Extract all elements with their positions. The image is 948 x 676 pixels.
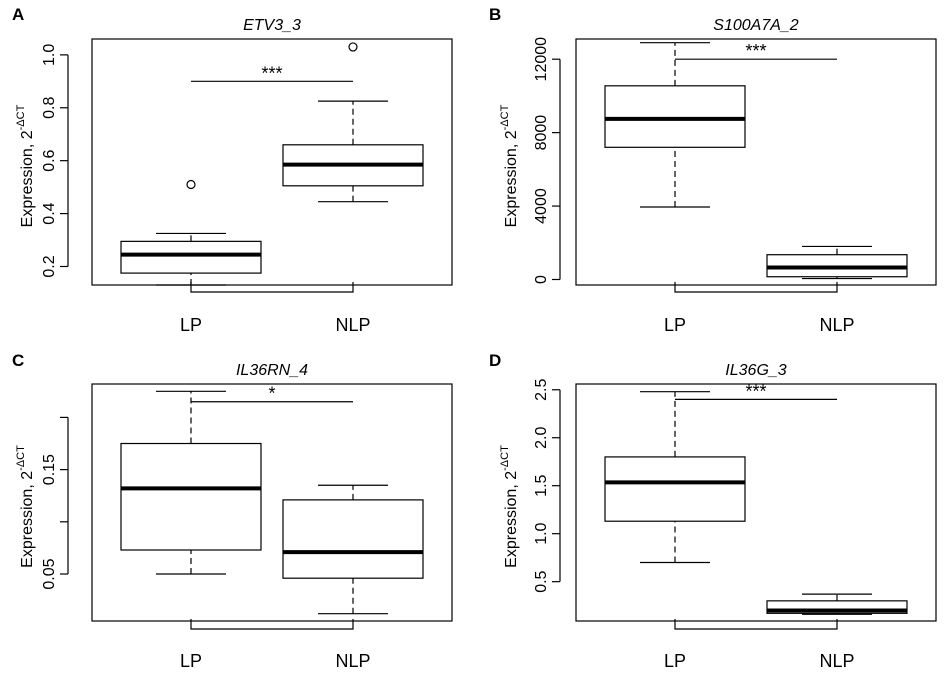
y-tick-label: 0.6 [41, 149, 58, 171]
plot-frame [91, 38, 453, 286]
y-tick-label: 0.5 [533, 570, 550, 592]
y-axis-label-base: Expression, 2 [503, 471, 520, 568]
chart-title: IL36RN_4 [236, 362, 308, 379]
y-tick-label: 2.5 [533, 379, 550, 401]
significance-label: *** [745, 381, 766, 401]
y-axis-label-exponent: -ΔCT [499, 104, 511, 130]
outlier-point [348, 42, 358, 52]
box-iqr [120, 240, 262, 274]
significance-label: *** [745, 41, 766, 61]
box-lp [120, 390, 262, 575]
x-category-label: LP [664, 315, 686, 335]
panel-a: A ETV3_3 0.2 0.4 0.6 0.8 1.0 Expression, 2-ΔCT L… [12, 5, 453, 335]
x-axis-bracket [190, 282, 354, 293]
x-category-label: LP [180, 651, 202, 671]
box-nlp [766, 593, 908, 615]
y-axis-label-base: Expression, 2 [503, 130, 520, 227]
panel-c: C IL36RN_4 0.05 0.15 Expression, 2-ΔCT LP NLP * [12, 351, 453, 671]
y-axis-label: Expression, 2-ΔCT [15, 104, 36, 227]
box-nlp [282, 484, 424, 615]
box-lp [604, 42, 746, 208]
y-tick-label: 1.0 [533, 522, 550, 544]
y-tick-label: 1.0 [41, 44, 58, 66]
y-tick-label: 0.05 [41, 558, 58, 589]
significance-label: *** [261, 63, 282, 83]
y-tick-label: 0.8 [41, 97, 58, 119]
x-category-label: NLP [819, 315, 854, 335]
x-category-label: NLP [819, 651, 854, 671]
box-iqr [604, 85, 746, 148]
plot-frame [575, 383, 937, 622]
box-iqr [604, 456, 746, 522]
x-axis-bracket [190, 619, 354, 630]
y-tick-label: 1.5 [533, 474, 550, 496]
x-category-label: LP [664, 651, 686, 671]
y-axis-label-exponent: -ΔCT [499, 445, 511, 471]
panel-letter: D [489, 351, 501, 370]
x-axis-bracket [674, 619, 838, 630]
significance-label: * [268, 384, 275, 404]
x-axis-bracket [674, 282, 838, 293]
box-lp [120, 179, 262, 286]
outlier-point [186, 179, 196, 190]
y-tick-label: 0.2 [41, 255, 58, 277]
y-axis-label-exponent: -ΔCT [15, 104, 27, 130]
panel-letter: C [12, 351, 24, 370]
box-iqr [282, 499, 424, 579]
y-tick-label: 12000 [533, 37, 550, 82]
y-tick-label: 4000 [533, 188, 550, 224]
y-axis-label: Expression, 2-ΔCT [15, 445, 36, 568]
panel-b: B S100A7A_2 0 4000 8000 12000 Expression, 2-ΔC… [489, 5, 937, 335]
box-lp [604, 391, 746, 564]
y-tick-label: 2.0 [533, 427, 550, 449]
chart-title: S100A7A_2 [713, 17, 799, 34]
y-axis-label-base: Expression, 2 [19, 471, 36, 568]
y-axis-label: Expression, 2-ΔCT [499, 445, 520, 568]
x-category-label: NLP [335, 315, 370, 335]
y-axis-label-base: Expression, 2 [19, 130, 36, 227]
x-category-label: LP [180, 315, 202, 335]
panel-letter: B [489, 5, 501, 24]
y-axis-label: Expression, 2-ΔCT [499, 104, 520, 227]
plot-frame [91, 383, 453, 622]
panel-letter: A [12, 5, 24, 24]
plot-frame [575, 38, 937, 286]
y-tick-label: 0.4 [41, 202, 58, 224]
x-category-label: NLP [335, 651, 370, 671]
y-tick-label: 0.15 [41, 454, 58, 485]
box-nlp [766, 245, 908, 280]
y-tick-label: 0 [533, 275, 550, 284]
box-iqr [120, 442, 262, 551]
panel-d: D IL36G_3 0.5 1.0 1.5 2.0 2.5 Expression, 2-ΔCT… [489, 351, 937, 671]
chart-title: ETV3_3 [243, 17, 301, 34]
y-axis-label-exponent: -ΔCT [15, 445, 27, 471]
y-tick-label: 8000 [533, 115, 550, 151]
box-nlp [282, 42, 424, 203]
chart-title: IL36G_3 [725, 362, 786, 379]
